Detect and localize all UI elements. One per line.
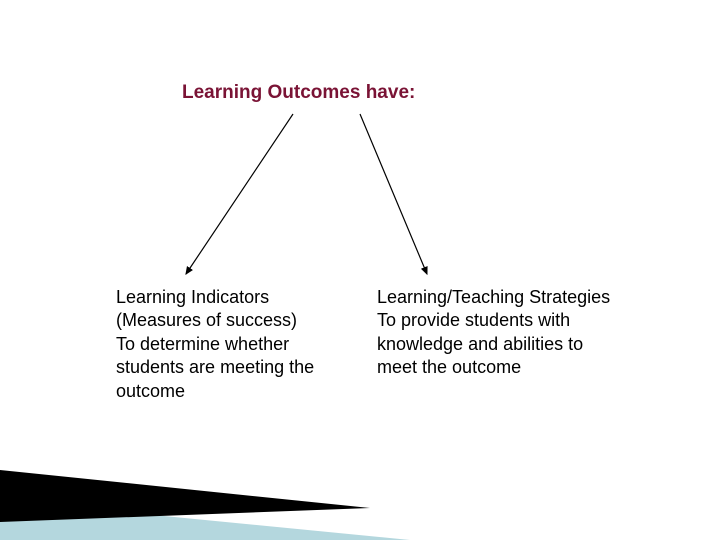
arrow-left bbox=[186, 114, 293, 274]
text-line: To determine whether bbox=[116, 333, 314, 356]
text-line: (Measures of success) bbox=[116, 309, 314, 332]
text-line: outcome bbox=[116, 380, 314, 403]
text-line: meet the outcome bbox=[377, 356, 610, 379]
left-branch-text: Learning Indicators (Measures of success… bbox=[116, 286, 314, 403]
text-line: To provide students with bbox=[377, 309, 610, 332]
text-line: knowledge and abilities to bbox=[377, 333, 610, 356]
wedge-teal bbox=[0, 500, 410, 540]
text-line: students are meeting the bbox=[116, 356, 314, 379]
slide-title: Learning Outcomes have: bbox=[182, 82, 415, 104]
wedge-black bbox=[0, 470, 370, 522]
branch-arrows bbox=[0, 0, 720, 540]
right-branch-text: Learning/Teaching Strategies To provide … bbox=[377, 286, 610, 380]
arrow-right bbox=[360, 114, 427, 274]
corner-decoration bbox=[0, 0, 720, 540]
text-line: Learning/Teaching Strategies bbox=[377, 286, 610, 309]
text-line: Learning Indicators bbox=[116, 286, 314, 309]
